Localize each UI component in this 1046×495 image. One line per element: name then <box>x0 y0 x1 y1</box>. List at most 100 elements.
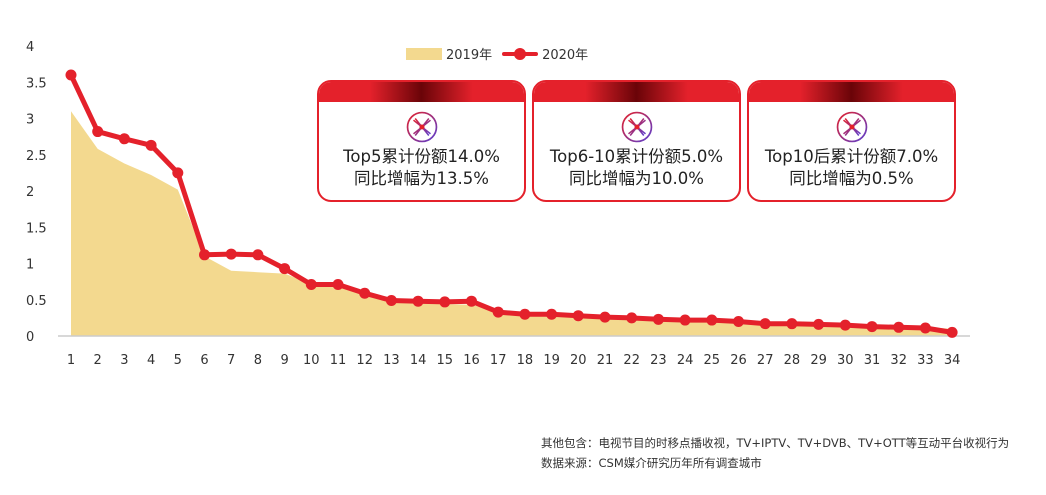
series-2020-point <box>706 314 718 326</box>
series-2020-point <box>145 139 157 151</box>
x-tick-label: 2 <box>94 353 102 368</box>
annotation-line1: Top10后累计份额7.0% <box>764 147 939 166</box>
footnote-source: 数据来源：CSM媒介研究历年所有调查城市 <box>541 456 762 470</box>
network-emblem-icon <box>621 111 652 143</box>
network-emblem-icon <box>836 111 867 143</box>
series-2020-point <box>733 316 744 327</box>
x-tick-label: 16 <box>463 353 480 368</box>
series-2020-point <box>385 294 397 306</box>
y-tick-label: 0 <box>26 330 34 345</box>
x-tick-label: 12 <box>356 353 373 368</box>
series-2020-point <box>279 263 291 275</box>
series-2020-point <box>252 249 264 261</box>
series-2020-point <box>199 249 210 261</box>
y-tick-label: 1 <box>26 258 34 273</box>
x-tick-label: 20 <box>570 353 587 368</box>
legend: 2019年 2020年 <box>406 44 588 63</box>
x-tick-label: 26 <box>730 353 747 368</box>
series-2020-point <box>65 69 77 81</box>
annotation-line1: Top5累计份额14.0% <box>343 147 500 166</box>
series-2020-point <box>92 126 104 138</box>
series-2019-area <box>71 111 953 336</box>
x-tick-label: 10 <box>303 353 320 368</box>
series-2020-point <box>225 248 237 260</box>
y-tick-label: 3 <box>26 113 34 128</box>
series-2020-point <box>679 314 691 326</box>
series-2020-point <box>626 312 638 324</box>
y-tick-label: 2 <box>26 185 34 200</box>
annotation-box-text: Top5累计份额14.0% 同比增幅为13.5% <box>319 146 524 190</box>
annotation-line2: 同比增幅为13.5% <box>354 169 489 188</box>
x-tick-label: 5 <box>174 353 182 368</box>
x-tick-label: 13 <box>383 353 400 368</box>
x-axis-ticks: 1 2 3 4 5 6 7 8 9 10 11 12 13 14 15 16 17 18 19 20 21 22 23 24 2… <box>67 353 961 368</box>
x-tick-label: 32 <box>890 353 907 368</box>
x-tick-label: 4 <box>147 353 155 368</box>
series-2020-point <box>652 313 664 325</box>
x-tick-label: 8 <box>254 353 262 368</box>
x-tick-label: 30 <box>837 353 854 368</box>
x-tick-label: 11 <box>330 353 347 368</box>
series-2020-point <box>305 279 317 291</box>
series-2020-point <box>172 167 184 179</box>
x-tick-label: 19 <box>543 353 560 368</box>
y-tick-label: 3.5 <box>26 76 47 91</box>
x-tick-label: 33 <box>917 353 934 368</box>
series-2020-point <box>893 321 905 333</box>
x-tick-label: 7 <box>227 353 235 368</box>
x-tick-label: 31 <box>864 353 881 368</box>
x-tick-label: 29 <box>810 353 827 368</box>
series-2020-point <box>599 311 611 323</box>
footnotes: 其他包含：电视节目的时移点播收视，TV+IPTV、TV+DVB、TV+OTT等互… <box>541 433 1009 473</box>
series-2020-point <box>839 319 851 331</box>
footnote-other: 其他包含：电视节目的时移点播收视，TV+IPTV、TV+DVB、TV+OTT等互… <box>541 436 1010 450</box>
series-2020-point <box>946 326 958 338</box>
annotation-box-top6-10: Top6-10累计份额5.0% 同比增幅为10.0% <box>532 80 741 202</box>
series-2020-point <box>332 279 344 291</box>
y-tick-label: 2.5 <box>26 149 47 164</box>
series-2020-point <box>412 295 424 307</box>
series-2020-point <box>813 318 825 330</box>
series-2020-point <box>919 322 931 334</box>
series-2020-point <box>759 318 771 330</box>
legend-label-2020: 2020年 <box>542 48 589 63</box>
x-tick-label: 21 <box>597 353 614 368</box>
x-tick-label: 17 <box>490 353 507 368</box>
x-tick-label: 24 <box>677 353 694 368</box>
x-tick-label: 25 <box>704 353 721 368</box>
series-2020-point <box>492 306 504 318</box>
legend-label-2019: 2019年 <box>446 48 493 63</box>
series-2020-point <box>359 287 371 299</box>
x-tick-label: 15 <box>437 353 454 368</box>
x-tick-label: 3 <box>120 353 128 368</box>
annotation-line2: 同比增幅为10.0% <box>569 169 704 188</box>
legend-swatch-2020 <box>502 47 539 60</box>
network-emblem-icon <box>406 111 437 143</box>
x-tick-label: 23 <box>650 353 667 368</box>
legend-item-2020: 2020年 <box>502 44 588 63</box>
x-tick-label: 27 <box>757 353 774 368</box>
y-tick-label: 0.5 <box>26 294 47 309</box>
annotation-line1: Top6-10累计份额5.0% <box>549 147 724 166</box>
y-tick-label: 1.5 <box>26 221 47 236</box>
series-2020-point <box>519 308 531 320</box>
annotation-box-text: Top6-10累计份额5.0% 同比增幅为10.0% <box>534 146 739 190</box>
legend-swatch-2019 <box>406 47 442 60</box>
series-2020-point <box>786 318 798 330</box>
legend-item-2019: 2019年 <box>406 44 492 63</box>
y-axis-ticks: 0 0.5 1 1.5 2 2.5 3 3.5 4 <box>26 40 47 345</box>
x-tick-label: 1 <box>67 353 75 368</box>
annotation-line2: 同比增幅为0.5% <box>789 169 914 188</box>
x-tick-label: 28 <box>784 353 801 368</box>
annotation-box-banner <box>749 82 954 102</box>
x-tick-label: 6 <box>200 353 208 368</box>
x-tick-label: 14 <box>410 353 427 368</box>
x-tick-label: 18 <box>517 353 534 368</box>
annotation-box-top5: Top5累计份额14.0% 同比增幅为13.5% <box>317 80 526 202</box>
series-2020-point <box>546 308 558 320</box>
annotation-box-banner <box>534 82 739 102</box>
series-2020-point <box>118 133 130 145</box>
x-tick-label: 22 <box>623 353 640 368</box>
x-tick-label: 34 <box>944 353 961 368</box>
